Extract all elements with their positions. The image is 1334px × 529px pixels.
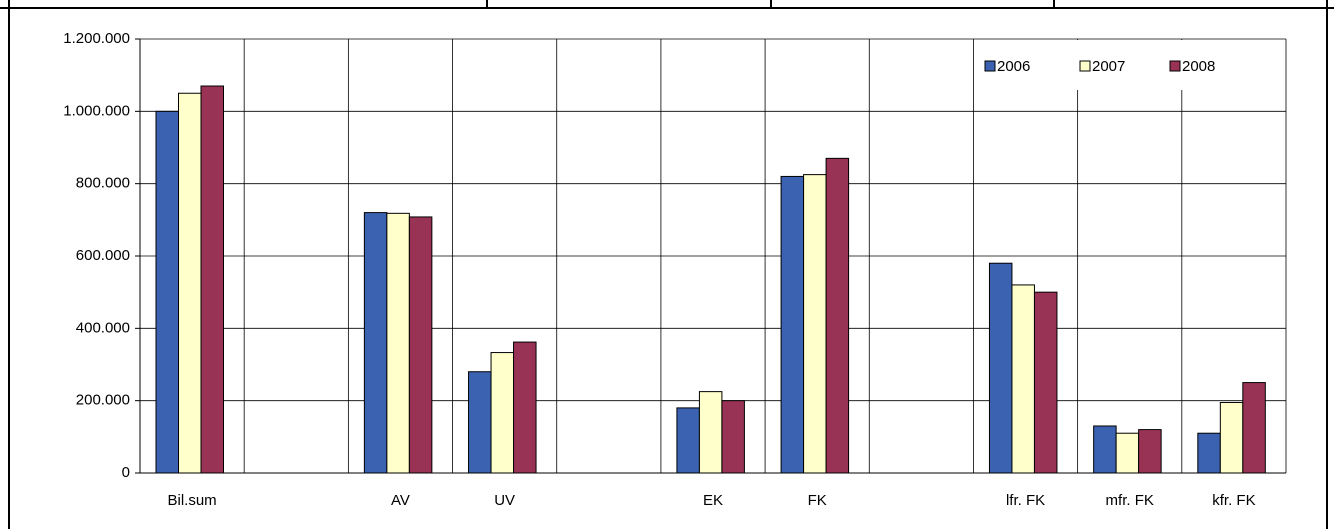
bar [803,174,827,474]
bar [1197,432,1221,474]
bar [1219,401,1244,474]
bar [676,407,700,474]
x-tick-label: lfr. FK [1006,492,1045,509]
bar [721,400,745,474]
bar [698,391,723,474]
y-tick-label: 800.000 [76,175,130,192]
bar [825,157,850,474]
x-tick-label: EK [703,492,723,509]
x-tick-label: FK [808,492,827,509]
x-tick-label: kfr. FK [1212,492,1255,509]
legend-label: 2008 [1182,58,1215,75]
y-tick-label: 400.000 [76,319,130,336]
legend-swatch [1079,60,1091,72]
legend-background [975,40,1285,90]
y-tick-label: 1.000.000 [63,102,130,119]
bar [988,262,1013,474]
bar [386,212,410,474]
bar [200,85,224,474]
bar [1011,284,1035,474]
y-tick-label: 0 [122,464,130,481]
y-tick-label: 1.200.000 [63,30,130,47]
bar [1093,425,1117,474]
bar [178,92,202,474]
bar [490,352,515,474]
legend-label: 2006 [997,58,1030,75]
bar [1033,291,1058,474]
bar [1138,429,1162,474]
x-tick-label: Bil.sum [167,492,216,509]
bar [468,371,492,474]
legend-swatch [1169,60,1181,72]
bar [363,212,388,474]
legend-swatch [984,60,996,72]
bar [780,175,805,474]
bar [513,341,537,474]
y-tick-label: 200.000 [76,392,130,409]
bar [155,110,179,474]
x-tick-label: UV [494,492,515,509]
legend-label: 2007 [1092,58,1125,75]
bar [1242,382,1266,474]
bar [408,216,433,474]
y-tick-label: 600.000 [76,247,130,264]
bar [1115,432,1140,474]
x-tick-label: AV [391,492,410,509]
x-tick-label: mfr. FK [1106,492,1154,509]
